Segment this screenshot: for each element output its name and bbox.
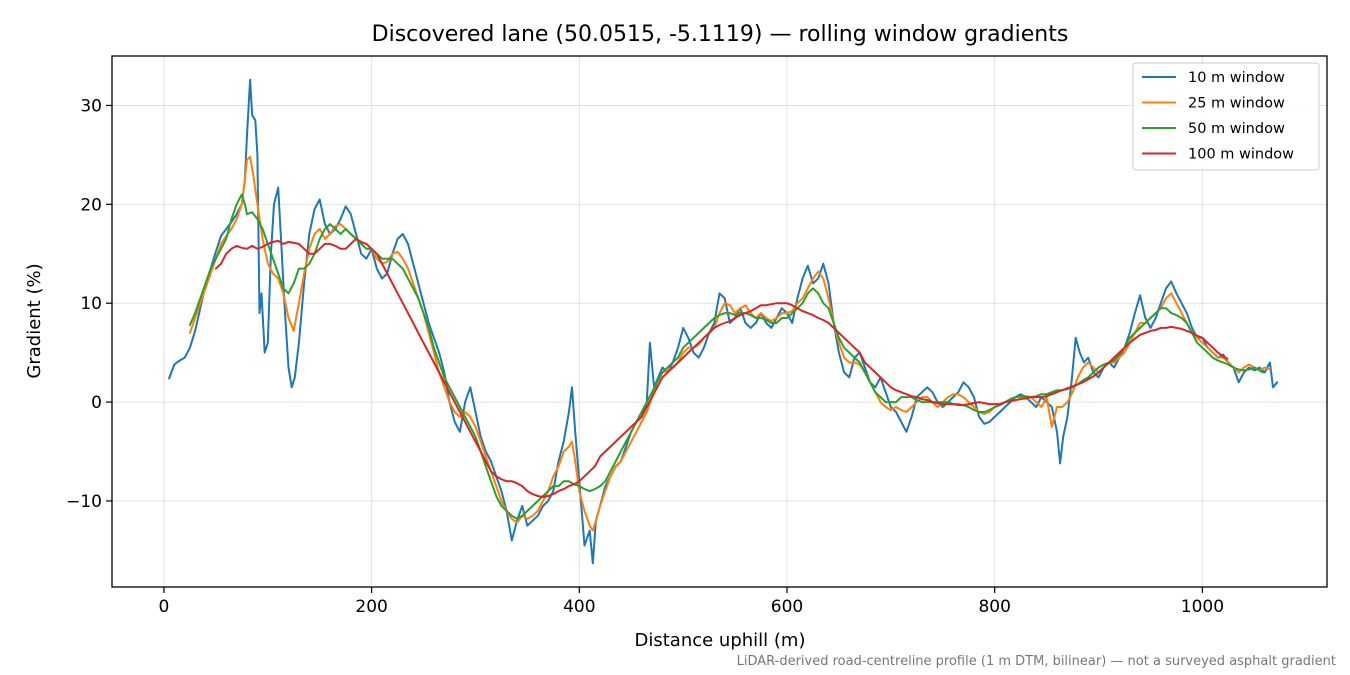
chart-title: Discovered lane (50.0515, -5.1119) — rol… (372, 22, 1069, 47)
plot-frame (111, 55, 1328, 588)
legend-entry: 50 m window (1188, 121, 1285, 137)
x-tick-label: 400 (563, 597, 595, 617)
y-axis-label: Gradient (%) (24, 263, 45, 378)
y-tick-label: 0 (91, 393, 102, 413)
footnote: LiDAR-derived road-centreline profile (1… (737, 654, 1336, 669)
x-tick-label: 800 (978, 597, 1010, 617)
grid-lines (112, 56, 1327, 587)
y-tick-label: 30 (80, 96, 102, 116)
y-tick-label: 20 (80, 195, 102, 215)
legend: 10 m window 25 m window 50 m window 100 m w… (1132, 62, 1320, 171)
x-tick-label: 0 (159, 597, 170, 617)
x-axis-label: Distance uphill (m) (635, 630, 806, 651)
legend-entry: 25 m window (1188, 96, 1285, 112)
series-line-10-m-window (168, 78, 1279, 565)
legend-box (1132, 62, 1320, 171)
x-tick-label: 600 (771, 597, 803, 617)
y-tick-label: −10 (66, 492, 102, 512)
legend-entry: 100 m window (1188, 147, 1294, 163)
y-tick-label: 10 (80, 294, 102, 314)
legend-entry: 10 m window (1188, 70, 1285, 86)
x-tick-label: 1000 (1181, 597, 1224, 617)
series-line-100-m-window (214, 237, 1229, 498)
y-axis: −10 0 10 20 30 (66, 96, 112, 512)
series-line-50-m-window (188, 193, 1264, 520)
series-group (168, 78, 1279, 565)
x-tick-label: 200 (355, 597, 387, 617)
x-axis: 0 200 400 600 800 1000 (159, 587, 1224, 617)
